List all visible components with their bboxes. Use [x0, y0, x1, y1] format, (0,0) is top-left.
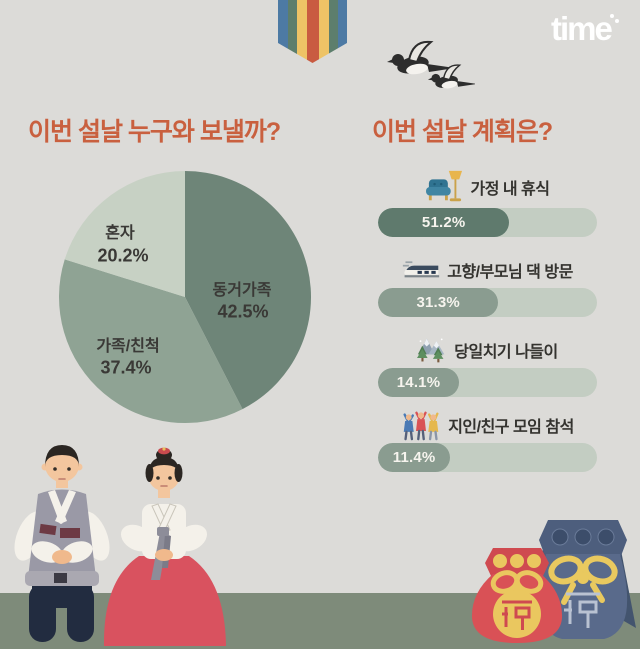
bar-group-hometown-visit: 고향/부모님 댁 방문 31.3% — [378, 252, 597, 317]
couch-lamp-icon — [425, 169, 464, 205]
bar-label-hometown-visit: 고향/부모님 댁 방문 — [447, 264, 573, 281]
pie-slice — [64, 171, 185, 297]
bar-fill: 51.2% — [378, 208, 510, 237]
magpie-icons — [383, 32, 475, 92]
bar-label-day-trip: 당일치기 나들이 — [454, 344, 558, 361]
pie-value-family-relatives: 37.4% — [100, 357, 152, 378]
bar-value-home-rest: 51.2% — [421, 214, 466, 231]
bar-value-friends-gathering: 11.4% — [392, 449, 436, 466]
pie-chart — [59, 171, 311, 423]
bar-label-friends-gathering: 지인/친구 모임 참석 — [448, 419, 574, 436]
pie-label-family-relatives: 가족/친척 — [96, 338, 160, 355]
bar-track: 31.3% — [378, 288, 597, 317]
pie-slice — [185, 171, 311, 410]
pie-chart-title: 이번 설날 누구와 보낼까? — [28, 118, 281, 146]
bar-group-friends-gathering: 지인/친구 모임 참석 11.4% — [378, 407, 597, 472]
logo-dots-icon — [609, 12, 619, 26]
bar-value-hometown-visit: 31.3% — [416, 294, 460, 311]
bar-track: 14.1% — [378, 368, 597, 397]
pie-value-alone: 20.2% — [97, 245, 149, 266]
bar-group-home-rest: 가정 내 휴식 51.2% — [378, 166, 597, 237]
pie-label-alone: 혼자 — [105, 225, 135, 242]
pie-slice — [59, 259, 243, 423]
bar-fill: 31.3% — [378, 288, 499, 317]
bar-track: 51.2% — [378, 208, 597, 237]
bar-chart-title: 이번 설날 계획은? — [372, 118, 553, 146]
bar-value-day-trip: 14.1% — [396, 374, 441, 391]
korean-ribbon-banner-icon — [278, 0, 347, 63]
brand-logo: time — [551, 10, 619, 48]
bar-group-day-trip: 당일치기 나들이 14.1% — [378, 332, 597, 397]
fortune-pouches-illustration — [460, 490, 640, 649]
hanbok-couple-illustration — [2, 428, 248, 649]
friends-party-icon — [401, 409, 441, 442]
train-icon — [402, 258, 440, 282]
pie-value-cohabiting-family: 42.5% — [217, 301, 269, 322]
bar-fill: 14.1% — [378, 368, 460, 397]
bar-label-home-rest: 가정 내 휴식 — [470, 181, 551, 198]
brand-logo-text: time — [551, 10, 613, 47]
bar-fill: 11.4% — [378, 443, 451, 472]
pie-label-cohabiting-family: 동거가족 — [212, 282, 272, 299]
bar-track: 11.4% — [378, 443, 597, 472]
mountain-trip-icon — [417, 334, 447, 366]
